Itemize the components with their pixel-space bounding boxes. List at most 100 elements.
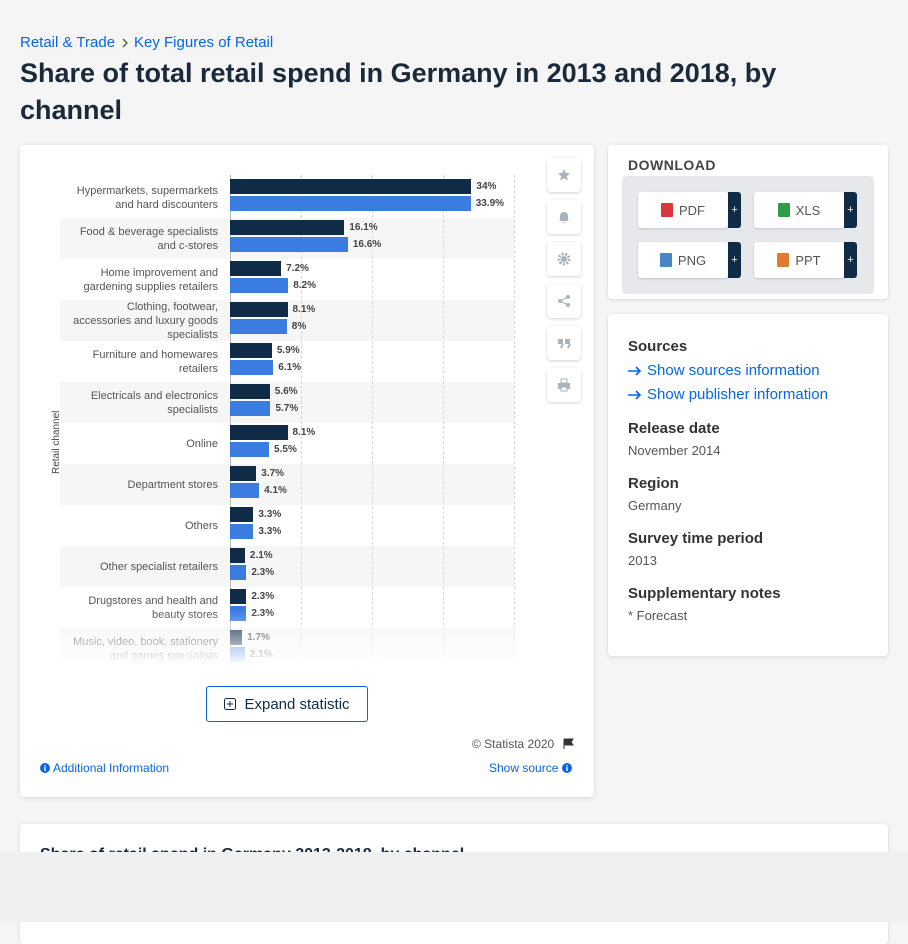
expand-icon — [224, 698, 237, 710]
category-label: Home improvement and gardening supplies … — [83, 266, 218, 293]
bar — [230, 442, 270, 457]
value-label: 7.2% — [286, 263, 309, 274]
bar — [230, 343, 272, 358]
file-icon — [777, 253, 790, 267]
detail-label: Supplementary notes — [628, 585, 781, 602]
value-label: 3.7% — [261, 468, 285, 479]
quote-icon — [558, 339, 571, 349]
bar — [230, 524, 254, 539]
breadcrumb-link[interactable]: Key Figures of Retail — [134, 34, 274, 51]
value-label: 3.3% — [258, 509, 282, 520]
print-button[interactable] — [547, 368, 581, 402]
value-label: 2.1% — [249, 550, 273, 561]
value-label: 6.1% — [278, 362, 302, 373]
expand-button[interactable]: Expand statistic — [206, 686, 368, 722]
value-label: 8.1% — [292, 304, 316, 315]
info-icon — [562, 763, 573, 773]
detail-value: Germany — [628, 498, 682, 513]
download-button[interactable]: PPT — [754, 242, 844, 278]
category-label: Others — [184, 519, 218, 532]
category-label: Online — [186, 437, 218, 450]
flag-icon[interactable] — [563, 738, 574, 750]
link-text: Show source — [489, 761, 559, 775]
bell-icon — [559, 212, 569, 224]
value-label: 4.1% — [264, 485, 287, 496]
download-button[interactable]: PNG — [638, 242, 728, 278]
star-icon — [558, 169, 570, 181]
favorite-button[interactable] — [547, 158, 581, 192]
sources-title: Sources — [628, 338, 688, 355]
plus-tab: + — [728, 242, 741, 278]
download-button[interactable]: PDF — [638, 192, 728, 228]
grid-line — [372, 175, 373, 665]
bar — [230, 261, 282, 276]
bar — [230, 360, 274, 375]
bar — [230, 466, 257, 481]
row-stripe — [60, 464, 514, 505]
gear-icon — [557, 252, 571, 266]
chart-fade — [40, 610, 540, 666]
share-icon — [558, 295, 570, 307]
bar — [230, 384, 270, 399]
expand-label: Expand statistic — [244, 695, 350, 713]
value-label: 8.1% — [292, 427, 316, 438]
axis-line — [230, 175, 231, 665]
value-label: 8.2% — [293, 280, 317, 291]
category-label: Food & beverage specialists and c-stores — [79, 225, 218, 252]
bar — [230, 278, 289, 293]
cite-button[interactable] — [547, 326, 581, 360]
detail-label: Region — [628, 475, 679, 492]
value-label: 5.9% — [276, 345, 300, 356]
chart: Retail channel Hypermarkets, supermarket… — [0, 0, 594, 665]
copyright: © Statista 2020 — [472, 737, 555, 751]
detail-value: November 2014 — [628, 443, 721, 458]
bar — [230, 401, 271, 416]
link-text: Show sources information — [647, 362, 820, 379]
bar — [230, 237, 348, 252]
value-label: 16.6% — [352, 239, 382, 250]
page-title: Share of total retail spend in Germany i… — [20, 58, 777, 125]
format-label: PNG — [677, 252, 707, 268]
bar — [230, 565, 247, 580]
value-label: 5.5% — [274, 444, 297, 455]
value-label: 5.6% — [274, 386, 298, 397]
info-icon — [40, 763, 50, 773]
value-label: 2.3% — [251, 591, 275, 602]
link-text: Additional Information — [53, 761, 170, 775]
file-icon — [661, 203, 673, 217]
page: Retail & Trade Key Figures of Retail Sha… — [0, 0, 908, 922]
notification-button[interactable] — [547, 200, 581, 234]
bar — [230, 507, 254, 522]
bar — [230, 196, 471, 211]
plus-tab: + — [844, 192, 857, 228]
detail-label: Release date — [628, 420, 720, 437]
additional-info-link[interactable]: Additional Information — [40, 761, 169, 775]
file-icon — [659, 253, 672, 267]
grid-line — [443, 175, 444, 665]
download-button[interactable]: XLS — [754, 192, 844, 228]
settings-button[interactable] — [547, 242, 581, 276]
publisher-link[interactable]: Show publisher information — [628, 386, 828, 403]
detail-value: * Forecast — [628, 608, 688, 623]
breadcrumb-link[interactable]: Retail & Trade — [20, 34, 116, 51]
overlay-band — [0, 852, 908, 922]
value-label: 3.3% — [258, 526, 282, 537]
value-label: 34% — [476, 181, 497, 192]
print-icon — [558, 378, 570, 392]
row-stripe — [60, 546, 514, 587]
category-label: Hypermarkets, supermarkets and hard disc… — [76, 184, 218, 211]
format-label: PDF — [679, 202, 705, 218]
show-source-link[interactable]: Show source — [489, 761, 573, 775]
category-label: Furniture and homewares retailers — [92, 348, 218, 375]
sources-link[interactable]: Show sources information — [628, 362, 820, 379]
plus-tab: + — [844, 242, 857, 278]
format-label: XLS — [795, 202, 821, 218]
share-button[interactable] — [547, 284, 581, 318]
row-stripe — [60, 382, 514, 423]
value-label: 8% — [291, 321, 307, 332]
breadcrumb-separator — [122, 38, 128, 48]
category-label: Other specialist retailers — [100, 560, 218, 573]
value-label: 2.3% — [251, 567, 275, 578]
bar — [230, 302, 288, 317]
download-title: DOWNLOAD — [628, 157, 716, 173]
